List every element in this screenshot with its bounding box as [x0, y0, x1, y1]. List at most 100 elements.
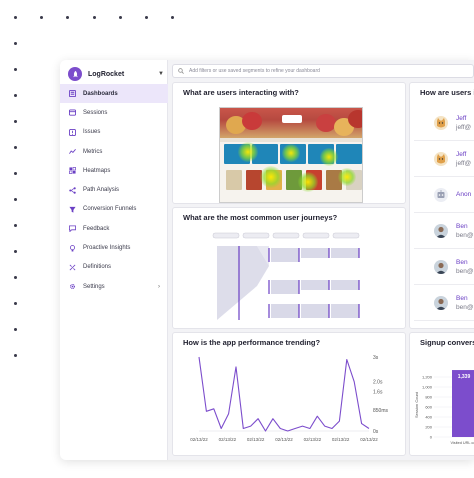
- sidebar-item-path-analysis[interactable]: Path Analysis: [60, 180, 168, 199]
- card-signup-conversion[interactable]: Signup conversi Session Count 0 200 400 600 8…: [409, 332, 474, 456]
- heatmap-spot: [338, 168, 356, 186]
- lightbulb-icon: [69, 244, 76, 252]
- chevron-right-icon: ›: [158, 283, 160, 290]
- workspace-switcher[interactable]: LogRocket ▼: [68, 64, 164, 84]
- user-row[interactable]: Jeff jeff@: [414, 141, 474, 177]
- decorative-dot: [14, 224, 17, 227]
- sidebar: LogRocket ▼ Dashboards Sessions Issues: [60, 60, 168, 460]
- card-title: How is the app performance trending?: [183, 338, 321, 347]
- y-axis-label: Session Count: [414, 391, 419, 418]
- y-tick-label: 1,200: [422, 375, 433, 380]
- card-title: Signup conversi: [420, 338, 474, 347]
- decorative-dot: [14, 68, 17, 71]
- metrics-icon: [69, 148, 76, 155]
- user-name: Anon: [456, 191, 472, 198]
- path-analysis-flow: [212, 232, 360, 320]
- sidebar-item-definitions[interactable]: Definitions: [60, 258, 168, 277]
- bar: [452, 370, 474, 437]
- x-tick-label: 02/13/22: [219, 437, 237, 442]
- funnel-icon: [69, 206, 76, 213]
- x-tick-label: 02/13/22: [247, 437, 265, 442]
- heatmap-spot: [238, 142, 258, 162]
- card-title: What are the most common user journeys?: [183, 213, 338, 222]
- sidebar-item-metrics[interactable]: Metrics: [60, 142, 168, 161]
- decorative-dot: [14, 198, 17, 201]
- user-name: Ben: [456, 258, 468, 266]
- decorative-dot: [145, 16, 148, 19]
- decorative-dot: [93, 16, 96, 19]
- x-tick-label: 02/13/22: [304, 437, 322, 442]
- filter-search-bar[interactable]: Add filters or use saved segments to ref…: [172, 64, 474, 78]
- decorative-dot: [40, 16, 43, 19]
- category-tile: [252, 144, 278, 164]
- robot-avatar-icon: [434, 187, 448, 202]
- decorative-dot: [171, 16, 174, 19]
- heatmap-spot: [298, 172, 318, 192]
- sidebar-item-label: Dashboards: [83, 90, 118, 97]
- decorative-dot: [14, 172, 17, 175]
- sidebar-item-heatmaps[interactable]: Heatmaps: [60, 161, 168, 180]
- y-tick-label: 400: [425, 415, 432, 420]
- product-tile: [226, 170, 242, 190]
- search-placeholder: Add filters or use saved segments to ref…: [189, 68, 320, 74]
- gear-icon: [69, 283, 76, 290]
- x-tick-label: 02/13/22: [275, 437, 293, 442]
- sidebar-item-label: Metrics: [83, 148, 103, 155]
- sidebar-nav: Dashboards Sessions Issues Metrics Heatm…: [60, 84, 168, 296]
- card-title: What are users interacting with?: [183, 88, 299, 97]
- user-row[interactable]: Ben ben@: [414, 285, 474, 321]
- y-tick-label: 600: [425, 405, 432, 410]
- sidebar-item-proactive-insights[interactable]: Proactive Insights: [60, 238, 168, 257]
- sidebar-item-label: Path Analysis: [83, 187, 120, 194]
- issues-icon: [69, 128, 76, 136]
- performance-line-chart: 0s 850ms 1.6s 2.0s 3s 02/13/22 02/13/22 02/13/2…: [190, 355, 388, 442]
- sidebar-item-dashboards[interactable]: Dashboards: [60, 84, 168, 104]
- y-tick-label: 200: [425, 425, 432, 430]
- sidebar-item-settings[interactable]: Settings ›: [60, 277, 168, 296]
- sidebar-item-sessions[interactable]: Sessions: [60, 103, 168, 122]
- logrocket-logo-icon: [68, 67, 82, 81]
- y-tick-label: 0s: [373, 429, 379, 435]
- category-tile: [336, 144, 362, 164]
- search-icon: [178, 68, 184, 74]
- decorative-dot: [14, 250, 17, 253]
- heatmap-spot: [320, 148, 338, 166]
- decorative-dot: [14, 16, 17, 19]
- series-line: [198, 356, 370, 432]
- x-tick-label: 02/13/22: [190, 437, 208, 442]
- sidebar-item-issues[interactable]: Issues: [60, 123, 168, 142]
- sidebar-item-label: Settings: [83, 283, 105, 290]
- sidebar-item-conversion-funnels[interactable]: Conversion Funnels: [60, 200, 168, 219]
- user-row[interactable]: Ben ben@: [414, 249, 474, 285]
- nav-strip: [220, 138, 362, 142]
- user-email: ben@: [456, 303, 474, 311]
- x-tick-label: 02/13/22: [360, 437, 378, 442]
- signup-bar-chart: Session Count 0 200 400 600 800 1,000 1,200 1,33…: [414, 370, 474, 445]
- card-user-journeys[interactable]: What are the most common user journeys?: [172, 207, 406, 329]
- x-category-label: Visited URL contai: [450, 441, 474, 445]
- user-row[interactable]: Ben ben@: [414, 213, 474, 249]
- card-users[interactable]: How are users i Jeff jeff@ Jeff jeff@: [409, 82, 474, 329]
- card-app-performance[interactable]: How is the app performance trending? 0s 8…: [172, 332, 406, 456]
- y-tick-label: 2.0s: [373, 380, 383, 386]
- workspace-name: LogRocket: [88, 70, 125, 78]
- sidebar-item-feedback[interactable]: Feedback: [60, 219, 168, 238]
- user-name: Jeff: [456, 114, 467, 122]
- definitions-icon: [69, 264, 76, 271]
- decorative-dot: [66, 16, 69, 19]
- card-user-interactions[interactable]: What are users interacting with?: [172, 82, 406, 204]
- hero-banner: [220, 108, 362, 138]
- user-email: jeff@: [456, 159, 472, 167]
- user-email: ben@: [456, 231, 474, 239]
- user-row[interactable]: Jeff jeff@: [414, 105, 474, 141]
- sidebar-item-label: Issues: [83, 129, 101, 136]
- user-name: Ben: [456, 222, 468, 230]
- user-row[interactable]: Anon: [414, 177, 474, 213]
- dashboard-icon: [69, 90, 76, 98]
- path-analysis-icon: [69, 186, 76, 194]
- y-tick-label: 1.6s: [373, 390, 383, 396]
- sessions-icon: [69, 109, 76, 116]
- y-tick-label: 0: [430, 435, 433, 440]
- sidebar-item-label: Sessions: [83, 109, 108, 116]
